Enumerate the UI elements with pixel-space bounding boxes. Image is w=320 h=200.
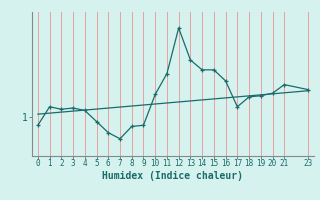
X-axis label: Humidex (Indice chaleur): Humidex (Indice chaleur) [102,171,243,181]
